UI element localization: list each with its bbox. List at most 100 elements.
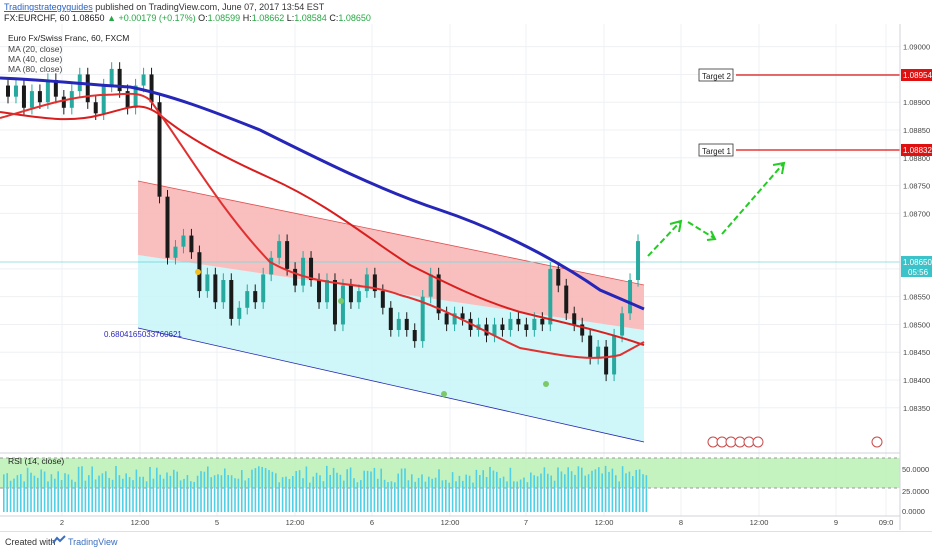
rsi-bar — [526, 482, 529, 512]
rsi-bar — [621, 466, 624, 512]
event-icons[interactable] — [707, 436, 883, 448]
candle-body — [588, 335, 593, 358]
rsi-bar — [594, 469, 597, 512]
tradingview-logo-icon — [52, 535, 66, 544]
candle-body — [125, 91, 130, 108]
rsi-bar — [400, 468, 403, 512]
rsi-bar — [421, 474, 423, 512]
rsi-bar — [611, 468, 614, 512]
rsi-tick-50: 50.0000 — [902, 465, 929, 474]
candle-body — [564, 285, 569, 314]
candle-body — [492, 324, 497, 336]
legend-ma80: MA (80, close) — [8, 64, 62, 74]
rsi-bar — [285, 476, 287, 512]
candle-body — [396, 318, 401, 330]
rsi-bar — [543, 467, 546, 512]
rsi-bar — [217, 474, 219, 512]
last-price: 1.08650 — [72, 13, 105, 23]
countdown-text: 05:56 — [908, 268, 929, 277]
time-tick-label: 12:00 — [286, 518, 305, 527]
candle-body — [189, 235, 194, 253]
rsi-bar — [145, 481, 148, 512]
rsi-bar — [20, 474, 22, 512]
rsi-bar — [196, 475, 199, 512]
candle-body — [364, 274, 369, 292]
candle-body — [636, 241, 641, 280]
candle-body — [612, 335, 617, 375]
low-value: 1.08584 — [294, 13, 327, 23]
rsi-bar — [530, 472, 532, 512]
candle-body — [293, 268, 298, 286]
rsi-bar — [411, 474, 413, 512]
tradingview-brand[interactable]: TradingView — [68, 537, 118, 547]
high-value: 1.08662 — [251, 13, 285, 23]
rsi-bar — [404, 468, 406, 512]
candle-body — [253, 291, 258, 303]
rsi-bar — [635, 469, 637, 512]
rsi-bar — [30, 472, 32, 512]
rsi-bar — [377, 478, 379, 512]
rsi-bar — [618, 481, 620, 512]
rsi-bar — [298, 470, 301, 512]
open-label: O: — [198, 13, 208, 23]
rsi-bar — [57, 471, 59, 512]
up-triangle-icon: ▲ — [107, 13, 117, 23]
candle-body — [332, 280, 337, 325]
candle-body — [37, 91, 42, 103]
rsi-bar — [94, 479, 97, 512]
rsi-bar — [468, 475, 471, 512]
rsi-bar — [33, 475, 36, 512]
rsi-bar — [625, 473, 627, 512]
rsi-bar — [156, 467, 158, 512]
rsi-bar — [159, 474, 161, 512]
candle-body — [149, 74, 154, 103]
legend-title: Euro Fx/Swiss Franc, 60, FXCM — [8, 33, 129, 43]
rsi-bar — [40, 469, 42, 512]
channel-top-line — [137, 180, 645, 286]
target2-badge — [901, 69, 932, 81]
regression-channel-fill — [138, 181, 644, 330]
rsi-bar — [105, 471, 107, 512]
rsi-bar — [363, 470, 365, 512]
rsi-bar — [118, 475, 121, 512]
rsi-bar — [428, 476, 430, 512]
rsi-bar — [417, 477, 420, 512]
rsi-bar — [322, 481, 325, 512]
rsi-bar — [448, 482, 450, 512]
rsi-bar — [598, 467, 600, 512]
rsi-bar — [108, 477, 110, 512]
legend-ma20: MA (20, close) — [8, 44, 62, 54]
arrowheads — [669, 161, 786, 241]
rsi-bar — [587, 474, 590, 512]
rsi-bar — [264, 468, 267, 512]
rsi-bar — [77, 466, 80, 512]
rsi-bar — [139, 476, 141, 512]
rsi-bar — [193, 481, 195, 512]
low-label: L: — [286, 13, 295, 23]
author-link[interactable]: Tradingstrategyguides — [4, 2, 93, 12]
target1-badge-text: 1.08832 — [903, 146, 932, 155]
candle-body — [620, 313, 625, 336]
time-tick-label: 9 — [834, 518, 838, 527]
target2-box — [698, 68, 734, 82]
time-tick-label: 12:00 — [441, 518, 460, 527]
rsi-bar — [499, 478, 501, 512]
rsi-bar — [604, 465, 607, 512]
rsi-bar — [50, 474, 53, 512]
rsi-bar — [200, 471, 202, 512]
candle-body — [277, 241, 282, 258]
price-chart[interactable]: 0.6804165033760621 Target 2 Target 1 1.0… — [0, 0, 932, 531]
rsi-bar — [64, 473, 66, 512]
rsi-bar — [513, 481, 515, 512]
legend-ma40: MA (40, close) — [8, 54, 62, 64]
rsi-bar — [431, 478, 433, 512]
fib-label: 0.6804165033760621 — [104, 330, 182, 339]
candle-body — [109, 68, 114, 86]
rsi-bar — [271, 471, 274, 512]
rsi-bar — [292, 476, 294, 512]
rsi-bar — [339, 474, 342, 512]
price-tick-label: 1.08400 — [903, 376, 930, 385]
candle-body — [596, 346, 601, 358]
rsi-bar — [414, 481, 416, 512]
rsi-bar — [509, 467, 512, 512]
